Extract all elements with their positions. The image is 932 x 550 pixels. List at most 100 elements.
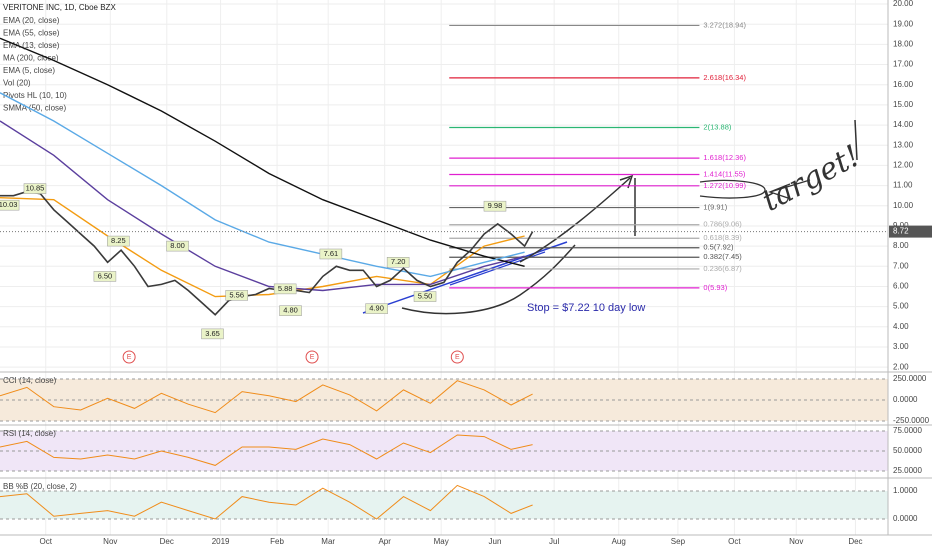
earnings-label: E — [310, 354, 315, 361]
drawn-circle — [699, 179, 766, 199]
x-tick-label: Apr — [378, 537, 391, 546]
pane-band — [0, 490, 888, 520]
indicator-line — [0, 434, 533, 466]
pivot-label: 5.88 — [278, 284, 293, 293]
pivot-label: 3.65 — [205, 329, 220, 338]
y-tick-label: 11.00 — [893, 181, 913, 190]
earnings-marker — [305, 350, 319, 364]
fib-label: 0.5(7.92) — [703, 243, 734, 252]
drawn-arrow — [768, 179, 811, 199]
y-tick-label: 5.00 — [893, 302, 909, 311]
fib-label: 1.618(12.36) — [703, 153, 746, 162]
pivot-label: 4.90 — [369, 304, 384, 313]
y-tick-label: 0.0000 — [893, 514, 918, 523]
y-tick-label: 14.00 — [893, 120, 914, 129]
y-tick-label: 1.0000 — [893, 486, 918, 495]
legend-entry: EMA (55, close) — [3, 29, 60, 38]
ma-line — [0, 120, 525, 292]
legend-entry: Vol (20) — [3, 79, 31, 88]
x-tick-label: Sep — [671, 537, 686, 546]
x-tick-label: Nov — [789, 537, 803, 546]
y-tick-label: 16.00 — [893, 80, 914, 89]
legend-entry: EMA (13, close) — [3, 41, 60, 50]
pivot-label: 9.98 — [488, 201, 503, 210]
x-tick-label: Jun — [489, 537, 502, 546]
price-axis — [888, 0, 932, 550]
y-tick-label: 17.00 — [893, 60, 914, 69]
fib-label: 1(9.91) — [703, 203, 727, 212]
pivot-box — [23, 183, 47, 194]
y-tick-label: 3.00 — [893, 342, 909, 351]
fib-label: 0(5.93) — [703, 283, 727, 292]
indicator-line — [0, 484, 533, 520]
x-tick-label: Feb — [270, 537, 284, 546]
y-tick-label: 2.00 — [893, 362, 909, 371]
fib-label: 0.618(8.39) — [703, 233, 742, 242]
fib-label: 3.272(18.94) — [703, 20, 746, 29]
fib-label: 2(13.88) — [703, 122, 731, 131]
annotation-stop: Stop = $7.22 10 day low — [527, 302, 645, 314]
arrow-head — [619, 174, 634, 189]
pane-title: CCI (14, close) — [3, 376, 57, 385]
pivot-label: 5.50 — [418, 292, 433, 301]
pane-title: BB %B (20, close, 2) — [3, 482, 77, 491]
pivot-box — [319, 248, 343, 260]
pivot-box — [166, 240, 189, 252]
y-tick-label: 50.0000 — [893, 446, 922, 455]
pivot-box — [279, 305, 302, 316]
x-tick-label: Mar — [321, 537, 335, 546]
fib-label: 2.618(16.34) — [703, 73, 746, 82]
y-tick-label: 19.00 — [893, 19, 914, 28]
y-tick-label: -250.0000 — [893, 416, 930, 425]
fib-label: 1.414(11.55) — [703, 169, 745, 178]
y-tick-label: 6.00 — [893, 282, 909, 291]
pivot-box — [483, 200, 507, 212]
x-tick-label: May — [434, 537, 449, 546]
fib-label: 1.272(10.99) — [703, 181, 746, 190]
x-tick-label: Dec — [848, 537, 862, 546]
pivot-label: 7.20 — [391, 257, 406, 266]
legend-entry: Pivots HL (10, 10) — [3, 91, 67, 100]
y-tick-label: 4.00 — [893, 322, 909, 331]
pivot-box — [365, 303, 388, 314]
last-price-label: 8.72 — [893, 227, 909, 236]
legend-entry: SMMA (50, close) — [3, 104, 66, 113]
y-tick-label: 75.0000 — [893, 426, 922, 435]
y-tick-label: 0.0000 — [893, 395, 918, 404]
fib-label: 0.382(7.45) — [703, 252, 742, 261]
fib-label: 0.786(9.06) — [703, 220, 742, 229]
drawn-arrow — [519, 177, 631, 263]
chart-title: VERITONE INC, 1D, Cboe BZX — [3, 3, 116, 12]
last-price-tag — [889, 225, 932, 238]
y-tick-label: 12.00 — [893, 161, 914, 170]
y-tick-label: 7.00 — [893, 261, 909, 270]
earnings-marker — [122, 350, 136, 364]
pivot-label: 5.56 — [229, 290, 244, 299]
x-tick-label: 2019 — [212, 537, 230, 546]
y-tick-label: 250.0000 — [893, 374, 927, 383]
legend-entry: MA (200, close) — [3, 54, 59, 63]
earnings-marker — [450, 350, 464, 364]
pivot-box — [201, 328, 224, 340]
pivot-label: 6.50 — [98, 271, 113, 280]
pivot-box — [386, 257, 410, 268]
y-tick-label: 18.00 — [893, 39, 914, 48]
ma-line — [0, 92, 525, 278]
pivot-label: 8.00 — [170, 241, 185, 250]
y-tick-label: 20.00 — [893, 0, 914, 8]
y-tick-label: 10.00 — [893, 201, 914, 210]
x-tick-label: Jul — [549, 537, 559, 546]
pivot-label: 7.61 — [324, 249, 339, 258]
legend-entry: EMA (20, close) — [3, 16, 60, 25]
ma-line — [0, 37, 525, 267]
x-tick-label: Dec — [160, 537, 174, 546]
y-tick-label: 13.00 — [893, 140, 914, 149]
pivot-box — [413, 291, 437, 302]
pane-title: RSI (14, close) — [3, 429, 56, 438]
y-tick-label: 9.00 — [893, 221, 909, 230]
pivot-box — [93, 271, 117, 282]
indicator-line — [0, 380, 533, 414]
x-tick-label: Oct — [40, 537, 53, 546]
drawn-curve — [401, 244, 576, 315]
